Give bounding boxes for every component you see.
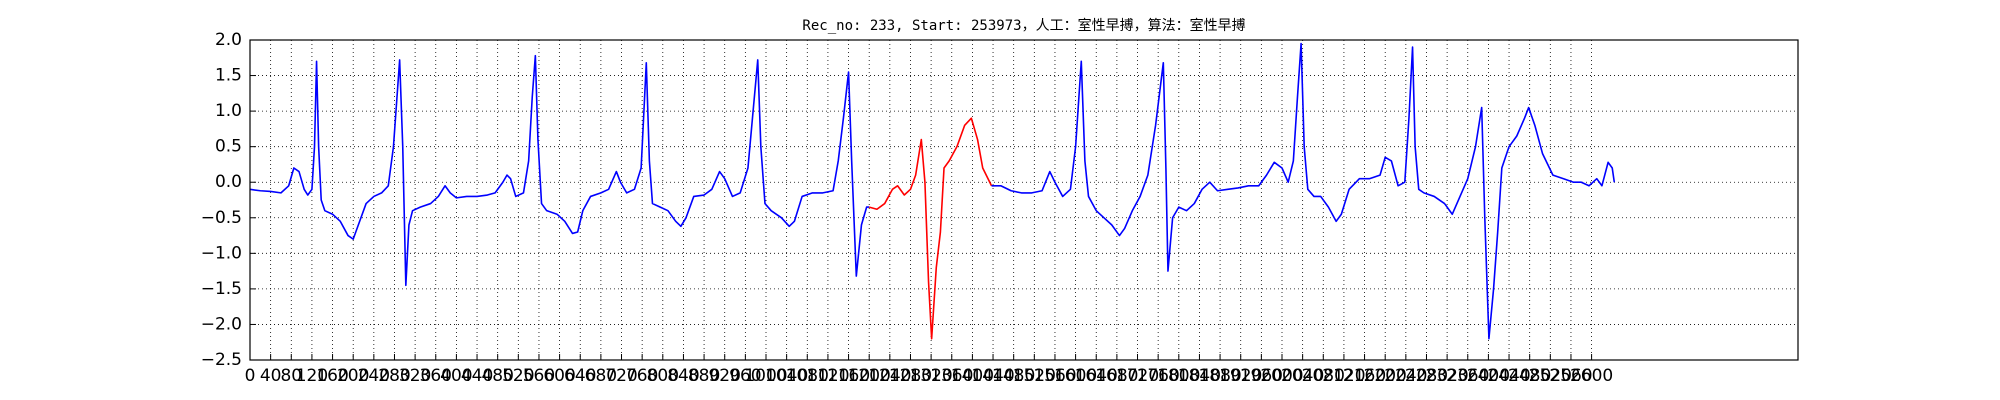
x-tick-label: 2560 bbox=[1549, 366, 1592, 386]
y-tick-label: −2.0 bbox=[201, 314, 242, 334]
x-tick-label: 1840 bbox=[1178, 366, 1221, 386]
x-tick-label: 720 bbox=[605, 366, 637, 386]
x-tick-label: 160 bbox=[316, 366, 348, 386]
x-tick-label: 560 bbox=[523, 366, 555, 386]
x-tick-label: 640 bbox=[564, 366, 596, 386]
x-tick-label: 1720 bbox=[1116, 366, 1159, 386]
x-tick-label: 1760 bbox=[1137, 366, 1180, 386]
x-tick-label: 1000 bbox=[744, 366, 787, 386]
x-tick-label: 1640 bbox=[1075, 366, 1118, 386]
x-tick-label: 440 bbox=[461, 366, 493, 386]
x-tick-label: 480 bbox=[481, 366, 513, 386]
x-tick-label: 1120 bbox=[806, 366, 849, 386]
y-tick-label: 1.5 bbox=[215, 66, 242, 86]
ecg-line bbox=[249, 54, 870, 287]
x-tick-label: 0 bbox=[245, 366, 256, 386]
x-tick-label: 320 bbox=[399, 366, 431, 386]
x-tick-label: 1360 bbox=[930, 366, 973, 386]
x-tick-label: 2160 bbox=[1343, 366, 1386, 386]
x-tick-label: 2520 bbox=[1529, 366, 1572, 386]
x-tick-label: 2120 bbox=[1322, 366, 1365, 386]
x-tick-label: 1200 bbox=[848, 366, 891, 386]
y-tick-label: −0.5 bbox=[201, 208, 242, 228]
x-tick-label: 240 bbox=[358, 366, 390, 386]
x-tick-label: 2000 bbox=[1260, 366, 1303, 386]
tick-labels: −2.5−2.0−1.5−1.0−0.50.00.51.01.52.00 4080… bbox=[201, 30, 1614, 386]
plot-frame bbox=[249, 39, 1799, 361]
x-tick-label: 1480 bbox=[992, 366, 1035, 386]
x-tick-label: 40 bbox=[260, 366, 282, 386]
grid bbox=[249, 39, 1798, 361]
x-tick-label: 880 bbox=[688, 366, 720, 386]
x-tick-label: 1080 bbox=[786, 366, 829, 386]
x-tick-label: 840 bbox=[667, 366, 699, 386]
x-tick-label: 2280 bbox=[1405, 366, 1448, 386]
ecg-line bbox=[868, 117, 993, 340]
x-tick-label: 680 bbox=[585, 366, 617, 386]
x-tick-label: 1440 bbox=[971, 366, 1014, 386]
x-tick-label: 2400 bbox=[1467, 366, 1510, 386]
x-tick-label: 400 bbox=[440, 366, 472, 386]
x-tick-label: 1400 bbox=[951, 366, 994, 386]
x-tick-label: 2360 bbox=[1446, 366, 1489, 386]
x-tick-label: 120 bbox=[296, 366, 328, 386]
x-tick-label: 1320 bbox=[909, 366, 952, 386]
x-tick-label: 360 bbox=[420, 366, 452, 386]
x-tick-label: 800 bbox=[647, 366, 679, 386]
x-tick-label: 1800 bbox=[1157, 366, 1200, 386]
y-tick-label: 1.0 bbox=[215, 101, 242, 121]
x-tick-label: 1040 bbox=[765, 366, 808, 386]
x-tick-label: 1680 bbox=[1095, 366, 1138, 386]
y-tick-label: −2.5 bbox=[201, 350, 242, 370]
y-tick-label: −1.5 bbox=[201, 279, 242, 299]
y-tick-label: −1.0 bbox=[201, 243, 242, 263]
x-tick-label: 1600 bbox=[1054, 366, 1097, 386]
x-tick-label: 200 bbox=[337, 366, 369, 386]
x-tick-label: 920 bbox=[708, 366, 740, 386]
chart-title: Rec_no: 233, Start: 253973，人工：室性早搏，算法：室性… bbox=[802, 17, 1245, 34]
y-tick-label: 0.0 bbox=[215, 172, 242, 192]
x-tick-label: 2040 bbox=[1281, 366, 1324, 386]
ecg-line bbox=[991, 42, 1616, 340]
x-tick-label: 1560 bbox=[1033, 366, 1076, 386]
x-tick-label: 520 bbox=[502, 366, 534, 386]
x-tick-label: 2240 bbox=[1384, 366, 1427, 386]
x-tick-label: 1280 bbox=[889, 366, 932, 386]
x-tick-label: 1920 bbox=[1219, 366, 1262, 386]
x-tick-label: 1160 bbox=[827, 366, 870, 386]
x-tick-label: 2080 bbox=[1302, 366, 1345, 386]
x-tick-label: 760 bbox=[626, 366, 658, 386]
y-tick-label: 2.0 bbox=[215, 30, 242, 50]
x-tick-label: 1520 bbox=[1013, 366, 1056, 386]
x-tick-label: 280 bbox=[378, 366, 410, 386]
x-tick-label: 2200 bbox=[1364, 366, 1407, 386]
x-tick-label: 2320 bbox=[1425, 366, 1468, 386]
plot-lines bbox=[249, 42, 1616, 340]
x-tick-label: 960 bbox=[729, 366, 761, 386]
x-tick-label: 1960 bbox=[1240, 366, 1283, 386]
x-tick-label: 1240 bbox=[868, 366, 911, 386]
x-tick-label: 2600 bbox=[1570, 366, 1613, 386]
x-tick-label: 600 bbox=[543, 366, 575, 386]
x-tick-label: 2480 bbox=[1508, 366, 1551, 386]
y-tick-label: 0.5 bbox=[215, 137, 242, 157]
x-tick-label: 1880 bbox=[1198, 366, 1241, 386]
x-tick-label: 80 bbox=[280, 366, 302, 386]
x-tick-label: 2440 bbox=[1487, 366, 1530, 386]
